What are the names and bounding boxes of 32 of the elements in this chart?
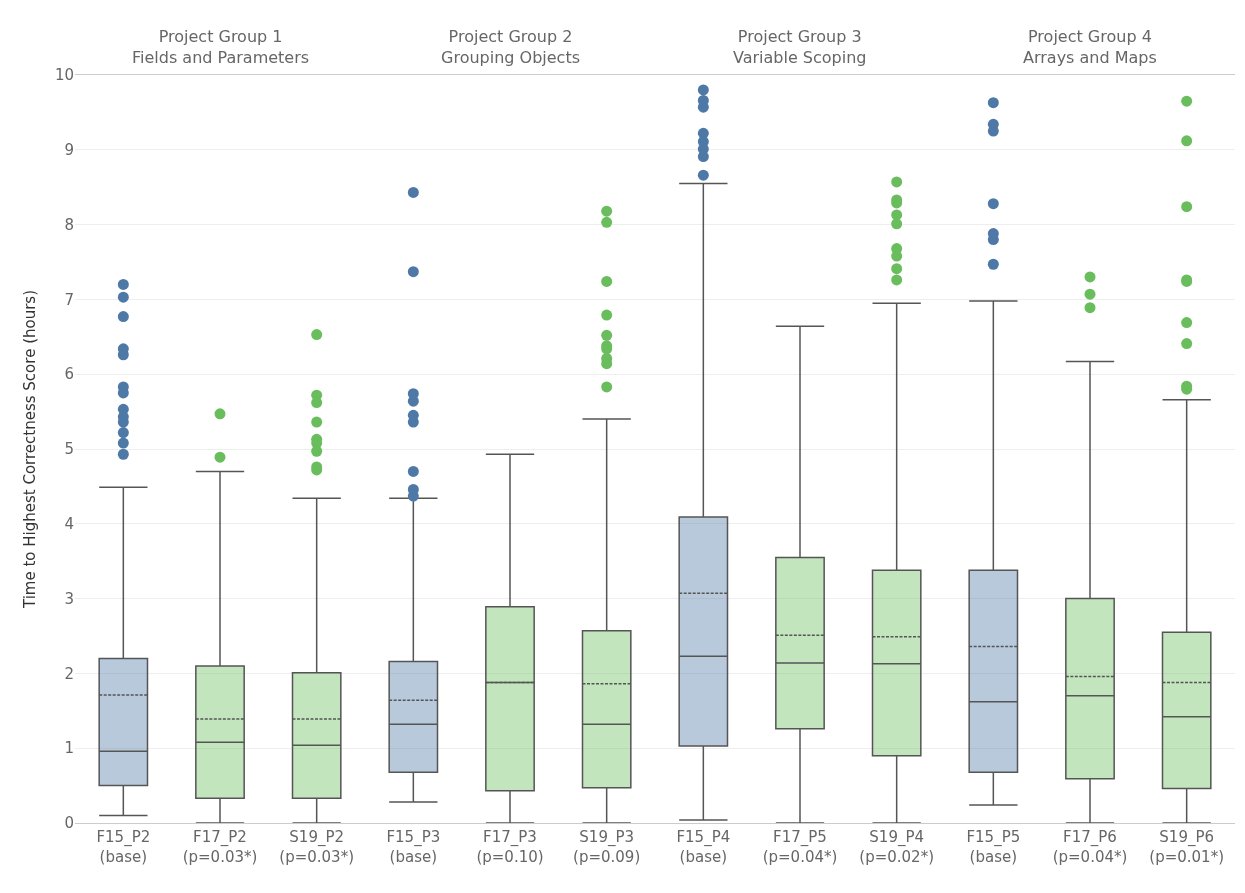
chart-title: Project Group 2 <box>448 27 573 46</box>
x-tick-label: S19_P3 (p=0.09) <box>573 828 641 866</box>
x-tick-label: S19_P2 (p=0.03*) <box>279 828 355 866</box>
y-tick-label: 1 <box>64 739 74 758</box>
y-tick-label: 4 <box>64 515 74 534</box>
y-tick-label: 7 <box>64 290 74 309</box>
y-tick-label: 6 <box>64 365 74 384</box>
chart-subtitle: Variable Scoping <box>733 47 867 67</box>
x-tick-label: F17_P5 (p=0.04*) <box>762 828 838 866</box>
y-tick-label: 2 <box>64 664 74 683</box>
chart-subtitle: Grouping Objects <box>441 47 580 67</box>
x-tick-label: F17_P3 (p=0.10) <box>476 828 544 866</box>
x-tick-label: S19_P4 (p=0.02*) <box>859 828 935 866</box>
chart-title: Project Group 4 <box>1028 27 1152 46</box>
y-tick-label: 5 <box>64 440 74 459</box>
chart-subtitle: Arrays and Maps <box>1023 47 1157 67</box>
x-tick-label: F15_P2 (base) <box>96 828 151 866</box>
x-tick-label: F17_P6 (p=0.04*) <box>1052 828 1128 866</box>
y-tick-label: 3 <box>64 589 74 608</box>
x-tick-label: F15_P5 (base) <box>966 828 1021 866</box>
x-tick-label: F17_P2 (p=0.03*) <box>182 828 258 866</box>
y-tick-label: 8 <box>64 215 74 234</box>
chart-title: Project Group 1 <box>158 27 283 46</box>
x-tick-label: S19_P6 (p=0.01*) <box>1149 828 1225 866</box>
y-tick-label: 10 <box>54 66 74 85</box>
x-tick-label: F15_P3 (base) <box>386 828 441 866</box>
chart-title: Project Group 3 <box>737 27 862 46</box>
y-axis-title: Time to Highest Correctness Score (hours) <box>21 289 40 610</box>
y-tick-label: 9 <box>64 141 74 160</box>
y-tick-label: 0 <box>64 814 74 833</box>
chart-subtitle: Fields and Parameters <box>132 47 310 67</box>
x-tick-label: F15_P4 (base) <box>676 828 731 866</box>
